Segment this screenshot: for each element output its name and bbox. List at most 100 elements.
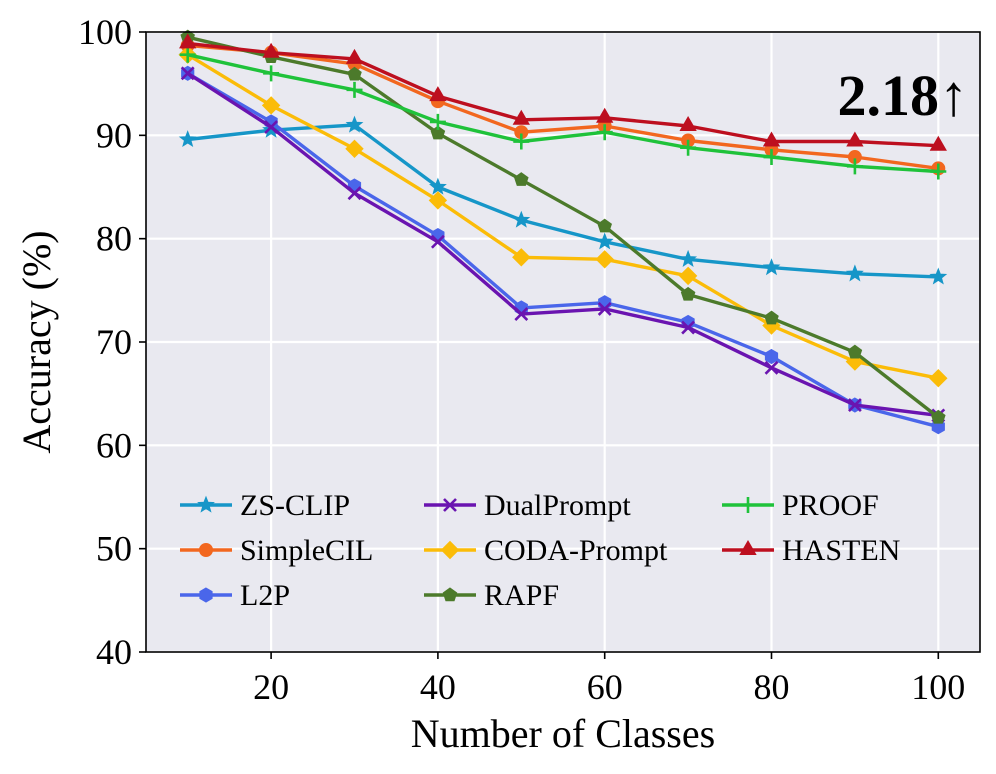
legend-item: CODA-Prompt [424,534,668,567]
data-point [846,131,864,147]
data-point [347,66,362,81]
data-point [512,248,531,267]
y-tick-label: 70 [96,322,132,362]
data-point [847,398,862,412]
data-point [345,115,364,133]
legend-item: PROOF [722,489,879,522]
data-point [264,120,279,134]
data-point [680,139,697,156]
x-tick-label: 100 [911,667,965,707]
data-point [681,320,696,335]
data-point [345,139,364,159]
data-point [178,130,197,148]
data-point [597,218,612,233]
data-point [764,360,779,375]
legend-item: SimpleCIL [180,534,373,567]
y-tick-label: 50 [96,529,132,569]
y-tick-label: 100 [78,12,132,52]
legend-marker [740,497,756,513]
data-point [430,125,446,140]
y-tick-label: 90 [96,115,132,155]
data-point [514,172,529,186]
data-point [429,113,446,130]
legend: ZS-CLIP SimpleCIL L2P DualPrompt CODA-Prompt… [180,489,900,612]
data-point [679,116,697,131]
data-point [680,286,696,301]
data-point [763,149,780,166]
data-point [845,264,864,282]
x-tick-label: 60 [587,667,623,707]
series-line [186,71,939,418]
legend-label: PROOF [782,489,879,522]
legend-item: ZS-CLIP [180,489,350,522]
legend-label: HASTEN [782,534,900,567]
x-tick-label: 20 [253,667,289,707]
data-point [428,177,447,195]
series-proof [179,46,947,180]
data-point [347,186,362,201]
legend-label: L2P [240,579,290,612]
legend-label: SimpleCIL [240,534,373,567]
data-point [929,267,948,285]
data-point [261,96,281,115]
series-hasten [179,33,947,151]
data-point [512,210,531,228]
series-line [187,41,939,148]
legend-marker [442,587,458,602]
y-tick-label: 80 [96,219,132,259]
data-point [929,368,948,388]
data-point [597,302,612,316]
legend-item: L2P [180,579,290,612]
data-point [513,133,530,150]
data-point [929,135,947,151]
legend-item: RAPF [424,579,559,612]
data-point [179,46,196,63]
y-axis-title: Accuracy (%) [14,230,59,453]
data-point [764,310,779,325]
data-point [346,81,363,98]
series-layer [178,29,948,435]
legend-label: DualPrompt [484,489,631,522]
data-point [764,348,779,365]
series-line [187,43,939,171]
legend-label: RAPF [484,579,559,612]
data-point [514,307,529,322]
y-tick-label: 60 [96,425,132,465]
data-point [595,232,614,250]
data-point [512,109,530,125]
x-tick-label: 80 [754,667,790,707]
legend-item: DualPrompt [424,489,631,522]
legend-marker [199,587,213,603]
legend-marker [197,495,215,513]
data-point [428,191,448,210]
data-point [180,66,195,81]
data-point [429,86,447,102]
series-line [187,53,939,174]
legend-item: HASTEN [722,534,900,567]
data-point [679,249,698,267]
annotation-label: 2.18↑ [838,63,969,128]
data-point [263,65,280,82]
data-point [846,158,863,175]
data-point [847,344,863,359]
data-point [930,163,947,180]
data-point [678,266,698,286]
data-point [595,250,614,269]
x-axis-title: Number of Classes [411,711,715,756]
data-point [430,234,445,249]
y-tick-label: 40 [96,632,132,672]
data-point [762,258,781,276]
data-point [931,409,946,424]
data-point [262,42,280,58]
x-tick-label: 40 [420,667,456,707]
data-point [762,131,781,147]
legend-marker [443,498,457,512]
legend-marker [440,540,460,560]
legend-label: CODA-Prompt [484,534,668,567]
axis-ticks: 20 40 60 80 100 40 50 60 70 80 90 100 [78,12,965,707]
legend-label: ZS-CLIP [240,489,350,522]
series-line [186,71,939,429]
data-point [596,124,613,141]
data-point [179,33,197,49]
